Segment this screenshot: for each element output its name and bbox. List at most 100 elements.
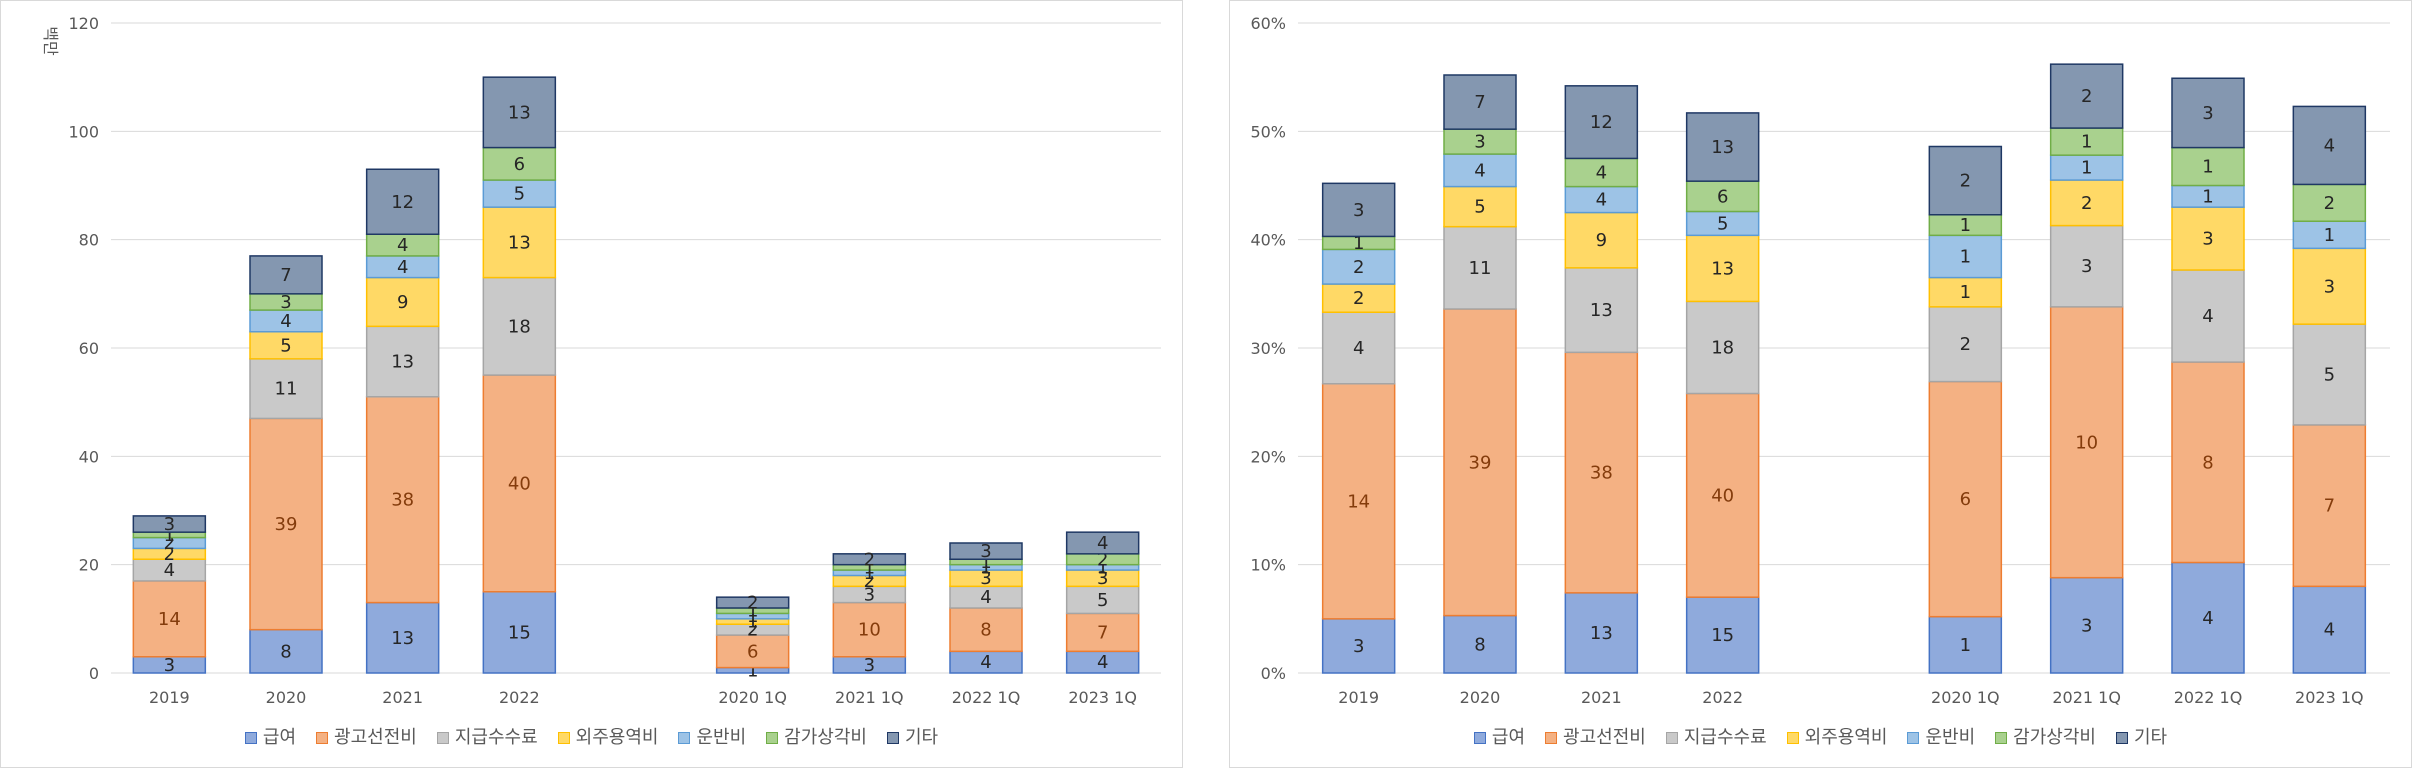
data-label: 3: [164, 514, 175, 535]
data-label: 14: [1347, 491, 1370, 512]
legend-item: 운반비: [678, 723, 746, 749]
data-label: 4: [1596, 190, 1607, 211]
data-label: 4: [980, 587, 991, 608]
data-label: 5: [514, 184, 525, 205]
data-label: 3: [1353, 200, 1364, 221]
data-label: 1: [2081, 132, 2092, 153]
legend-swatch: [678, 732, 691, 744]
y-tick-label: 120: [68, 14, 99, 33]
data-label: 2: [1353, 257, 1364, 278]
bar-segment: [482, 374, 557, 593]
data-label: 3: [2081, 256, 2092, 277]
legend-item: 운반비: [1907, 723, 1975, 749]
legend-label: 광고선전비: [1563, 727, 1646, 748]
data-label: 3: [1353, 636, 1364, 657]
data-label: 3: [280, 292, 291, 313]
data-label: 15: [508, 622, 531, 643]
data-label: 1: [747, 660, 758, 681]
data-label: 5: [1097, 590, 1108, 611]
bar-segment: [249, 417, 323, 631]
data-label: 12: [1590, 112, 1613, 133]
data-label: 2: [1097, 549, 1108, 570]
bar-segment: [1443, 185, 1517, 228]
data-label: 13: [391, 352, 414, 373]
bar-segment: [482, 591, 557, 674]
data-label: 12: [391, 192, 414, 213]
data-label: 2: [164, 544, 175, 565]
data-label: 7: [2324, 496, 2335, 517]
y-tick-label: 0: [89, 664, 99, 683]
x-tick-label: 2021 1Q: [2052, 688, 2121, 707]
data-label: 3: [980, 568, 991, 589]
bar-segment: [2292, 220, 2367, 250]
data-label: 2: [164, 533, 175, 554]
data-label: 5: [2324, 365, 2335, 386]
legend-label: 감가상각비: [2013, 727, 2096, 748]
x-tick-label: 2021 1Q: [835, 688, 904, 707]
bar-segment: [715, 596, 790, 609]
y-tick-label: 30%: [1250, 339, 1286, 358]
data-label: 6: [747, 641, 758, 662]
data-label: 38: [391, 490, 414, 511]
bar-segment: [365, 168, 440, 235]
data-label: 7: [280, 265, 291, 286]
bar-segment: [249, 255, 323, 295]
data-label: 1: [1960, 215, 1971, 236]
data-label: 1: [747, 601, 758, 622]
data-label: 1: [1960, 635, 1971, 656]
bar-segment: [1685, 392, 1760, 598]
y-tick-label: 40%: [1250, 231, 1286, 250]
legend-swatch: [1995, 732, 2008, 744]
data-label: 1: [1353, 233, 1364, 254]
data-label: 8: [2202, 452, 2213, 473]
y-tick-label: 0%: [1261, 664, 1286, 683]
legend-item: 감가상각비: [1995, 723, 2096, 749]
x-tick-label: 2023 1Q: [2295, 688, 2364, 707]
bar-segment: [2049, 63, 2124, 129]
data-label: 1: [747, 612, 758, 633]
data-label: 39: [275, 514, 298, 535]
bar-segment: [1564, 185, 1639, 214]
x-tick-label: 2022: [499, 688, 540, 707]
data-label: 3: [164, 655, 175, 676]
data-label: 4: [980, 652, 991, 673]
data-label: 1: [1097, 557, 1108, 578]
bar-segment: [249, 331, 323, 360]
x-tick-label: 2020: [266, 688, 307, 707]
data-label: 40: [1711, 485, 1734, 506]
legend-swatch: [1907, 732, 1920, 744]
data-label: 3: [2202, 103, 2213, 124]
data-label: 1: [1960, 246, 1971, 267]
data-label: 13: [508, 232, 531, 253]
bar-segment: [2171, 77, 2245, 149]
legend-swatch: [244, 732, 257, 744]
bar-segment: [1928, 276, 2003, 308]
data-label: 2: [747, 593, 758, 614]
legend-left: 급여 광고선전비 지급수수료 외주용역비 운반비 감가상각비 기타: [1, 723, 1182, 749]
data-label: 1: [2202, 157, 2213, 178]
bar-segment: [1321, 248, 1396, 285]
bar-segment: [1321, 383, 1396, 620]
y-tick-label: 20%: [1250, 447, 1286, 466]
legend-label: 외주용역비: [575, 727, 659, 748]
bar-segment: [949, 607, 1023, 653]
data-label: 1: [747, 606, 758, 627]
data-label: 4: [164, 560, 175, 581]
legend-item: 광고선전비: [316, 723, 417, 749]
bar-segment: [715, 634, 790, 669]
data-label: 2: [1960, 334, 1971, 355]
data-label: 4: [1353, 338, 1364, 359]
legend-swatch: [886, 732, 899, 744]
data-label: 18: [508, 316, 531, 337]
x-tick-label: 2022 1Q: [952, 688, 1021, 707]
data-label: 4: [1596, 163, 1607, 184]
data-label: 4: [2202, 608, 2213, 629]
y-tick-label: 50%: [1250, 122, 1286, 141]
bar-segment: [2292, 247, 2367, 325]
data-label: 8: [280, 641, 291, 662]
data-label: 4: [1097, 533, 1108, 554]
legend-label: 지급수수료: [1683, 727, 1767, 748]
x-tick-label: 2019: [149, 688, 190, 707]
bar-segment: [1685, 596, 1760, 674]
bar-segment: [249, 358, 323, 420]
